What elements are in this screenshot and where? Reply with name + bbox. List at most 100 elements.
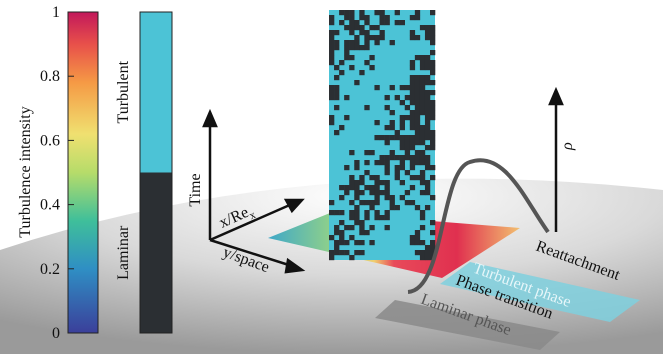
snapshot-cell (344, 40, 349, 45)
snapshot-cell (420, 180, 425, 185)
snapshot-cell (344, 115, 349, 120)
snapshot-cell (415, 80, 420, 85)
snapshot-cell (420, 250, 425, 255)
snapshot-cell (344, 10, 349, 15)
snapshot-cell (415, 205, 420, 210)
snapshot-cell (344, 95, 349, 100)
snapshot-cell (339, 235, 344, 240)
snapshot-cell (420, 95, 425, 100)
snapshot-cell (364, 30, 369, 35)
snapshot-cell (339, 10, 344, 15)
snapshot-cell (354, 160, 359, 165)
snapshot-cell (430, 60, 435, 65)
snapshot-cell (405, 150, 410, 155)
snapshot-cell (430, 90, 435, 95)
snapshot-cell (405, 200, 410, 205)
snapshot-cell (344, 190, 349, 195)
snapshot-cell (420, 75, 425, 80)
snapshot-cell (415, 55, 420, 60)
snapshot-cell (374, 85, 379, 90)
snapshot-cell (349, 215, 354, 220)
snapshot-cell (405, 85, 410, 90)
snapshot-cell (410, 65, 415, 70)
snapshot-cell (349, 185, 354, 190)
snapshot-cell (334, 75, 339, 80)
snapshot-cell (364, 160, 369, 165)
snapshot-cell (425, 135, 430, 140)
snapshot-cell (374, 180, 379, 185)
snapshot-cell (400, 160, 405, 165)
snapshot-cell (415, 75, 420, 80)
snapshot-cell (369, 55, 374, 60)
snapshot-cell (415, 250, 420, 255)
snapshot-cell (329, 235, 334, 240)
snapshot-cell (364, 230, 369, 235)
snapshot-cell (415, 100, 420, 105)
snapshot-cell (425, 110, 430, 115)
snapshot-cell (425, 250, 430, 255)
snapshot-cell (400, 85, 405, 90)
snapshot-cell (334, 230, 339, 235)
snapshot-cell (344, 50, 349, 55)
snapshot-cell (425, 125, 430, 130)
snapshot-cell (334, 95, 339, 100)
snapshot-cell (430, 175, 435, 180)
snapshot-cell (390, 40, 395, 45)
snapshot-cell (420, 210, 425, 215)
snapshot-cell (374, 10, 379, 15)
snapshot-cell (430, 115, 435, 120)
snapshot-cell (420, 55, 425, 60)
snapshot-cell (395, 10, 400, 15)
snapshot-cell (329, 95, 334, 100)
snapshot-cell (400, 145, 405, 150)
snapshot-cell (395, 205, 400, 210)
snapshot-cell (425, 165, 430, 170)
snapshot-cell (420, 100, 425, 105)
snapshot-cell (410, 200, 415, 205)
snapshot-cell (410, 120, 415, 125)
snapshot-cell (374, 200, 379, 205)
snapshot-cell (415, 175, 420, 180)
snapshot-cell (334, 210, 339, 215)
snapshot-cell (420, 80, 425, 85)
figure: Turbulence intensity 00.20.40.60.81 Turb… (0, 0, 663, 354)
snapshot-cell (334, 130, 339, 135)
snapshot-cell (405, 170, 410, 175)
snapshot-cell (385, 185, 390, 190)
snapshot-cell (400, 20, 405, 25)
snapshot-cell (430, 65, 435, 70)
snapshot-cell (390, 120, 395, 125)
snapshot-cell (339, 185, 344, 190)
snapshot-cell (415, 85, 420, 90)
snapshot-cell (415, 90, 420, 95)
snapshot-cell (425, 145, 430, 150)
snapshot-cell (334, 225, 339, 230)
snapshot-cell (410, 175, 415, 180)
snapshot-cell (380, 215, 385, 220)
snapshot-cell (415, 140, 420, 145)
snapshot-cell (385, 155, 390, 160)
snapshot-cell (359, 250, 364, 255)
snapshot-cell (349, 210, 354, 215)
snapshot-cell (374, 185, 379, 190)
snapshot-cell (380, 155, 385, 160)
snapshot-cell (420, 190, 425, 195)
snapshot-cell (385, 215, 390, 220)
snapshot-cell (410, 145, 415, 150)
snapshot-cell (410, 95, 415, 100)
tick-label: 0 (52, 325, 60, 342)
snapshot-cell (329, 120, 334, 125)
tick-label: 1 (52, 4, 60, 21)
snapshot-cell (334, 245, 339, 250)
snapshot-cell (329, 40, 334, 45)
snapshot-cell (430, 130, 435, 135)
snapshot-cell (334, 30, 339, 35)
snapshot-cell (385, 165, 390, 170)
snapshot-cell (354, 165, 359, 170)
snapshot-cell (344, 185, 349, 190)
snapshot-cell (425, 95, 430, 100)
snapshot-cell (430, 145, 435, 150)
snapshot-cell (374, 175, 379, 180)
snapshot-cell (364, 35, 369, 40)
snapshot-cell (410, 140, 415, 145)
